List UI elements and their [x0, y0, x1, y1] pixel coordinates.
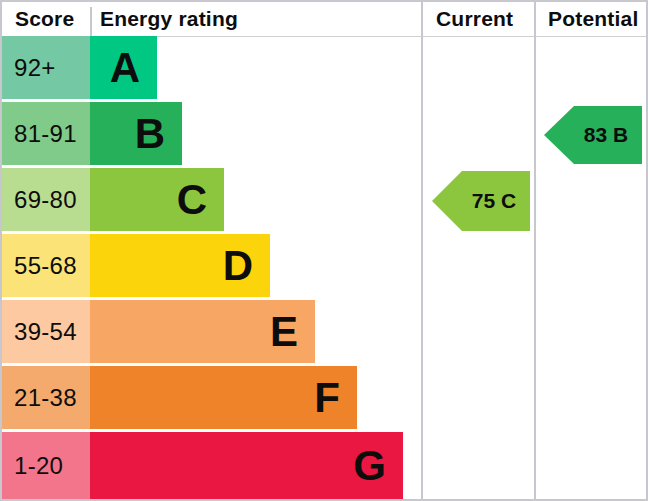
current-column-divider — [421, 2, 423, 499]
band-score-cell: 69-80 — [2, 168, 90, 231]
band-bar: E — [90, 300, 315, 363]
band-letter: E — [270, 311, 298, 353]
band-row-a: 92+ A — [2, 36, 646, 102]
band-letter: D — [223, 245, 253, 287]
band-score-cell: 39-54 — [2, 300, 90, 363]
band-row-c: 69-80 C — [2, 168, 646, 234]
band-score-cell: 92+ — [2, 36, 90, 99]
band-letter: C — [177, 179, 207, 221]
band-score-cell: 81-91 — [2, 102, 90, 165]
epc-rating-chart: Score Energy rating Current Potential 92… — [0, 0, 648, 501]
band-row-d: 55-68 D — [2, 234, 646, 300]
band-row-e: 39-54 E — [2, 300, 646, 366]
header-current: Current — [423, 7, 536, 31]
band-letter: A — [110, 47, 140, 89]
potential-rating-label: 83 B — [584, 123, 628, 147]
band-row-g: 1-20 G — [2, 432, 646, 498]
band-bar: G — [90, 432, 403, 499]
band-score-cell: 55-68 — [2, 234, 90, 297]
band-letter: F — [314, 377, 340, 419]
potential-column-divider — [534, 2, 536, 499]
band-rows: 92+ A 81-91 B 69-80 C 55-68 D 39-54 E 21… — [2, 36, 646, 498]
band-bar: F — [90, 366, 357, 429]
band-row-f: 21-38 F — [2, 366, 646, 432]
band-letter: B — [135, 113, 165, 155]
band-score-cell: 1-20 — [2, 432, 90, 499]
header-energy-rating: Energy rating — [90, 7, 423, 31]
band-letter: G — [353, 445, 386, 487]
band-bar: C — [90, 168, 224, 231]
band-bar: B — [90, 102, 182, 165]
header-potential: Potential — [536, 7, 646, 31]
header-score-divider — [90, 7, 92, 36]
header-score: Score — [2, 7, 90, 31]
band-bar: A — [90, 36, 157, 99]
current-rating-label: 75 C — [472, 189, 516, 213]
band-score-cell: 21-38 — [2, 366, 90, 429]
band-bar: D — [90, 234, 270, 297]
chart-header: Score Energy rating Current Potential — [2, 2, 646, 37]
